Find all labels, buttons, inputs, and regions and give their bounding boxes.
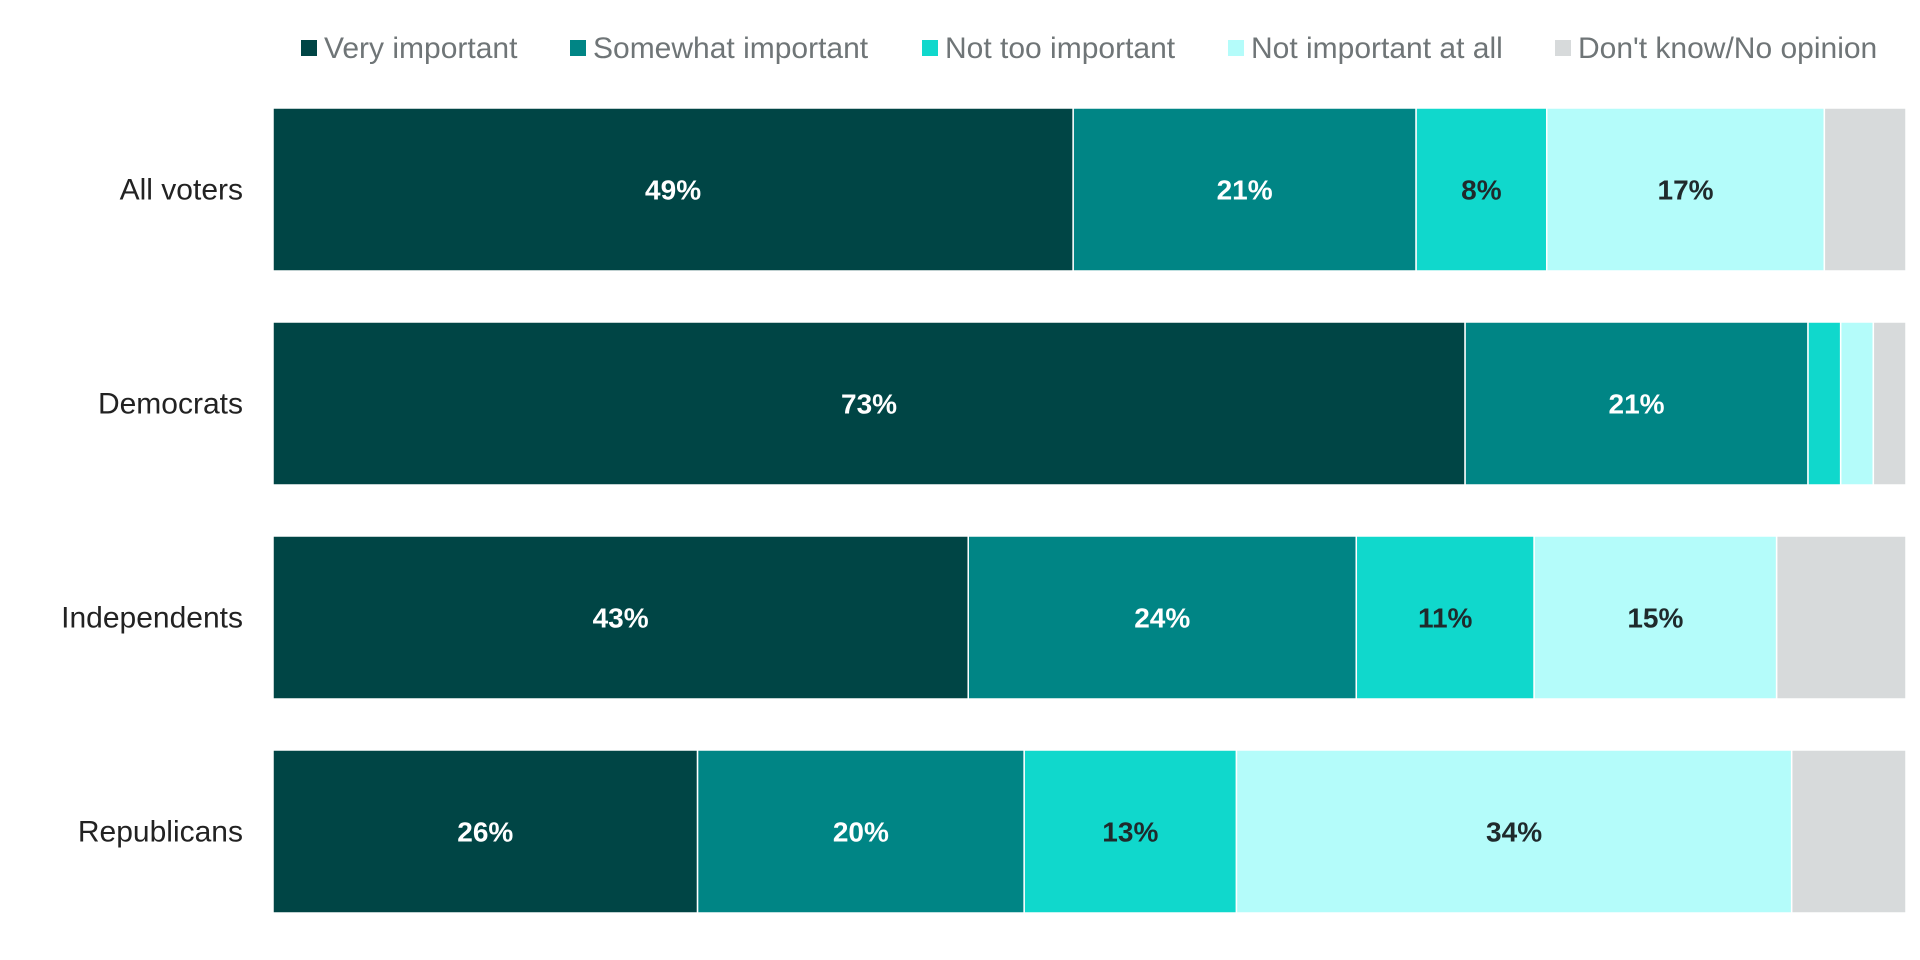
bar-segment-not-important-at-all [1533,535,1778,700]
bar-segment-not-too-important [1023,749,1238,914]
bar-segment-not-important-at-all [1839,321,1875,486]
legend-label: Not important at all [1251,32,1503,65]
category-label-republicans: Republicans [78,816,243,849]
data-label: 21% [1609,389,1665,420]
bar-row-republicans: 26% 20% 13% 34% [272,749,1907,914]
bar-row-independents: 43% 24% 11% 15% [272,535,1907,700]
bar-segment-somewhat-important [967,535,1358,700]
data-label: 43% [593,603,649,634]
legend-label: Very important [324,32,518,65]
legend-item-somewhat-important: Somewhat important [570,32,869,65]
category-axis: All voters Democrats Independents Republica… [61,174,243,849]
data-label: 34% [1486,817,1542,848]
legend-item-not-too-important: Not too important [922,32,1176,65]
bar-segment-not-too-important [1355,535,1535,700]
data-label: 49% [645,175,701,206]
bar-segment-don-t-know-no-opinion [1790,749,1907,914]
data-label: 15% [1627,603,1683,634]
data-label: 20% [833,817,889,848]
data-label: 11% [1418,603,1473,634]
legend-label: Not too important [945,32,1176,65]
legend-swatch [570,40,586,56]
legend-item-don-t-know-no-opinion: Don't know/No opinion [1555,32,1877,65]
legend-label: Don't know/No opinion [1578,32,1877,65]
legend-swatch [1228,40,1244,56]
bar-segment-don-t-know-no-opinion [1823,107,1907,272]
data-label: 17% [1658,175,1714,206]
bar-segment-don-t-know-no-opinion [1775,535,1907,700]
category-label-democrats: Democrats [98,388,243,421]
category-label-all-voters: All voters [120,174,243,207]
data-label: 8% [1461,175,1502,206]
bar-segment-not-too-important [1807,321,1842,486]
legend: Very important Somewhat important Not too … [301,32,1877,65]
bar-segment-very-important [272,107,1074,272]
bar-segment-not-important-at-all [1235,749,1793,914]
bar-row-all-voters: 49% 21% 8% 17% [272,107,1907,272]
bar-segment-somewhat-important [696,749,1025,914]
legend-label: Somewhat important [593,32,869,65]
bar-segment-not-too-important [1415,107,1548,272]
bar-row-democrats: 73% 21% [272,321,1907,486]
bar-segment-very-important [272,321,1466,486]
bar-segment-don-t-know-no-opinion [1872,321,1907,486]
legend-item-not-important-at-all: Not important at all [1228,32,1503,65]
bar-segment-very-important [272,535,969,700]
plot-area: 49% 21% 8% 17% 73% 21% 43% 24% 11% 15% 26% 20% 13% 34… [272,107,1907,914]
legend-swatch [922,40,938,56]
bar-segment-not-important-at-all [1545,107,1826,272]
data-label: 26% [457,817,513,848]
legend-item-very-important: Very important [301,32,518,65]
data-label: 13% [1102,817,1158,848]
bar-segment-somewhat-important [1464,321,1809,486]
legend-swatch [1555,40,1571,56]
category-label-independents: Independents [61,602,243,635]
data-label: 21% [1217,175,1273,206]
bar-segment-somewhat-important [1072,107,1417,272]
legend-swatch [301,40,317,56]
data-label: 24% [1134,603,1190,634]
data-label: 73% [841,389,897,420]
